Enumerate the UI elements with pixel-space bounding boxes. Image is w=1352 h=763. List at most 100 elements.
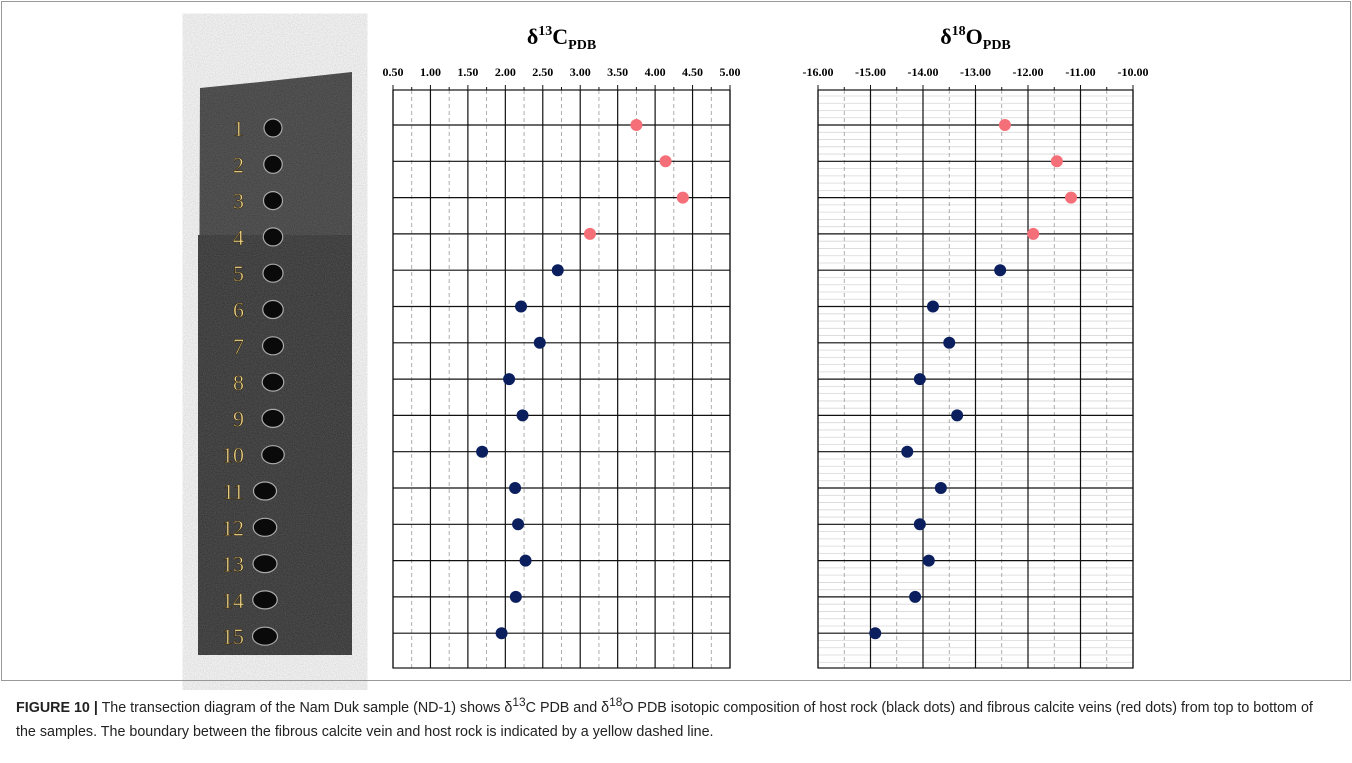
caption-sup: 18 [609, 695, 623, 709]
data-point [509, 482, 522, 494]
sample-label: 3 [233, 189, 244, 214]
caption-sup: 13 [512, 695, 526, 709]
data-point [922, 554, 935, 567]
plot-frame [817, 89, 1134, 669]
data-point [943, 336, 956, 349]
data-point [551, 264, 564, 277]
data-point [951, 409, 964, 422]
title-symbol: δ [940, 24, 951, 49]
data-point [934, 482, 947, 494]
sample-label: 14 [222, 588, 244, 613]
data-point [913, 373, 926, 386]
data-point [503, 373, 516, 386]
sample-label: 6 [233, 298, 244, 323]
x-tick-label: 4.00 [645, 65, 666, 79]
data-point [913, 518, 926, 531]
data-point [1027, 227, 1040, 240]
sample-label: 4 [233, 225, 244, 250]
data-point [676, 191, 689, 204]
data-point [869, 627, 882, 640]
title-sub: PDB [568, 38, 596, 53]
plot-frame [392, 89, 731, 669]
data-point [509, 590, 522, 603]
data-point [909, 590, 922, 603]
sample-hole [252, 517, 278, 537]
sample-label: 2 [233, 152, 244, 177]
data-point [476, 445, 489, 458]
title-sub: PDB [983, 38, 1011, 53]
sample-label: 1 [233, 116, 244, 141]
x-tick-label: -14.00 [908, 65, 939, 79]
caption-text: O PDB isotopic composition of host rock … [16, 699, 1313, 740]
data-point [516, 409, 529, 422]
sample-hole [261, 408, 285, 428]
x-tick-label: 5.00 [720, 65, 741, 79]
sample-label: 10 [222, 443, 244, 468]
data-point [998, 119, 1011, 131]
sample-hole [263, 118, 283, 138]
x-tick-label: 1.50 [457, 65, 478, 79]
x-tick-label: 0.50 [383, 65, 404, 79]
title-sup: 18 [952, 24, 966, 39]
sample-label: 13 [222, 552, 244, 577]
x-tick-label: 1.00 [420, 65, 441, 79]
data-point [533, 336, 546, 349]
figure-border [1, 1, 1351, 681]
sample-hole [252, 590, 278, 610]
sample-hole [251, 626, 279, 646]
data-point [515, 300, 528, 313]
title-element: C [552, 24, 568, 49]
data-point [583, 227, 596, 240]
sample-hole [261, 336, 285, 356]
caption-text: C PDB and δ [525, 699, 610, 716]
x-tick-label: -11.00 [1065, 65, 1095, 79]
sample-hole [261, 445, 285, 465]
sample-hole [261, 372, 285, 392]
x-tick-label: -12.00 [1013, 65, 1044, 79]
data-point [495, 627, 508, 640]
data-point [1050, 155, 1063, 168]
title-element: O [966, 24, 983, 49]
sample-label: 15 [222, 624, 244, 649]
sample-label: 9 [233, 406, 244, 431]
sample-hole [262, 191, 284, 211]
caption-label: FIGURE 10 | [16, 699, 98, 716]
data-point [659, 155, 672, 168]
sample-hole [262, 299, 284, 320]
sample-hole [252, 553, 278, 574]
x-tick-label: -10.00 [1118, 65, 1149, 79]
x-tick-label: 2.50 [532, 65, 553, 79]
x-tick-label: 2.00 [495, 65, 516, 79]
data-point [519, 554, 532, 567]
rock-photo [198, 72, 352, 655]
x-tick-label: 3.00 [570, 65, 591, 79]
sample-hole [252, 481, 278, 501]
title-symbol: δ [527, 24, 538, 49]
x-tick-label: -15.00 [855, 65, 886, 79]
sample-hole [263, 154, 283, 174]
title-sup: 13 [538, 24, 552, 39]
x-tick-label: -13.00 [960, 65, 991, 79]
data-point [630, 119, 643, 131]
data-point [926, 300, 939, 313]
data-point [901, 445, 914, 458]
sample-label: 11 [223, 479, 244, 504]
x-tick-label: 3.50 [607, 65, 628, 79]
caption-text: The transection diagram of the Nam Duk s… [101, 699, 513, 716]
x-tick-label: -16.00 [803, 65, 834, 79]
data-point [1065, 191, 1078, 204]
sample-label: 8 [233, 370, 244, 395]
data-point [994, 264, 1007, 277]
sample-hole [262, 263, 284, 283]
sample-label: 12 [222, 515, 244, 540]
x-tick-label: 4.50 [682, 65, 703, 79]
caption: FIGURE 10 | The transection diagram of t… [16, 690, 1336, 744]
chart-title: δ13CPDB [527, 24, 596, 53]
data-point [512, 518, 525, 531]
sample-hole [262, 227, 284, 247]
sample-label: 7 [233, 334, 244, 359]
sample-label: 5 [233, 261, 244, 286]
chart-title: δ18OPDB [940, 24, 1011, 53]
